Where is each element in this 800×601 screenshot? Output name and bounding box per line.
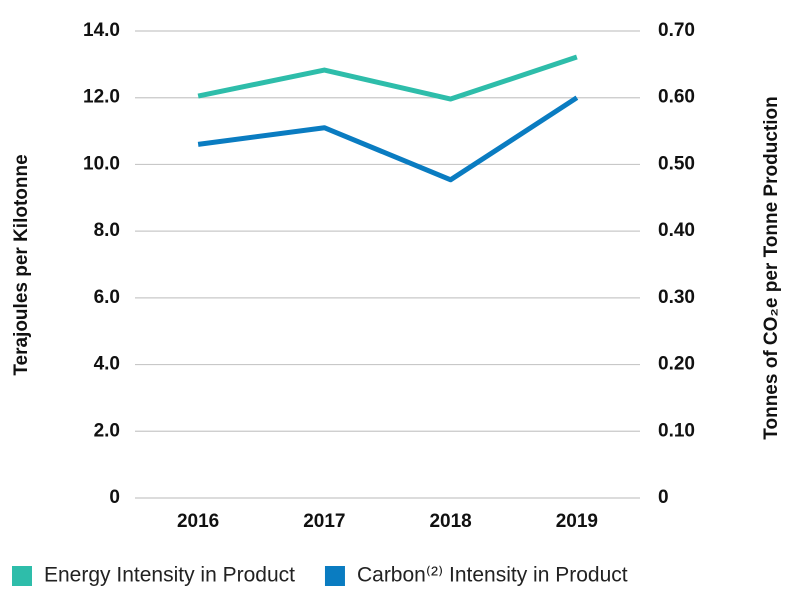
y-tick-label: 10.0 <box>83 153 120 174</box>
x-tick-label: 2017 <box>303 511 345 532</box>
y-tick-label: 14.0 <box>83 20 120 41</box>
y-tick-label: 8.0 <box>94 220 120 241</box>
y2-tick-label: 0 <box>658 487 669 508</box>
y2-tick-label: 0.50 <box>658 153 695 174</box>
x-tick-label: 2018 <box>429 511 471 532</box>
y2-tick-label: 0.30 <box>658 287 695 308</box>
legend-swatch <box>324 566 345 586</box>
legend-label: Energy Intensity in Product <box>44 564 295 587</box>
y2-axis-title: Tonnes of CO₂e per Tonne Production <box>761 96 782 439</box>
y2-tick-label: 0.10 <box>658 420 695 441</box>
legend-swatch <box>12 566 32 586</box>
y-tick-label: 12.0 <box>83 87 120 108</box>
legend-label: Carbon⁽²⁾ Intensity in Product <box>357 564 628 587</box>
y-tick-label: 4.0 <box>94 354 120 375</box>
x-tick-label: 2019 <box>556 511 598 532</box>
y2-tick-label: 0.60 <box>658 87 695 108</box>
y-axis-title: Terajoules per Kilotonne <box>11 154 32 375</box>
series-line <box>197 95 579 183</box>
y2-tick-label: 0.20 <box>658 354 695 375</box>
series-line <box>197 54 578 102</box>
y2-tick-label: 0.70 <box>658 20 695 41</box>
y-tick-label: 0 <box>109 487 120 508</box>
y2-tick-label: 0.40 <box>658 220 695 241</box>
y-tick-label: 6.0 <box>94 287 120 308</box>
x-tick-label: 2016 <box>177 511 219 532</box>
y-tick-label: 2.0 <box>94 420 120 441</box>
